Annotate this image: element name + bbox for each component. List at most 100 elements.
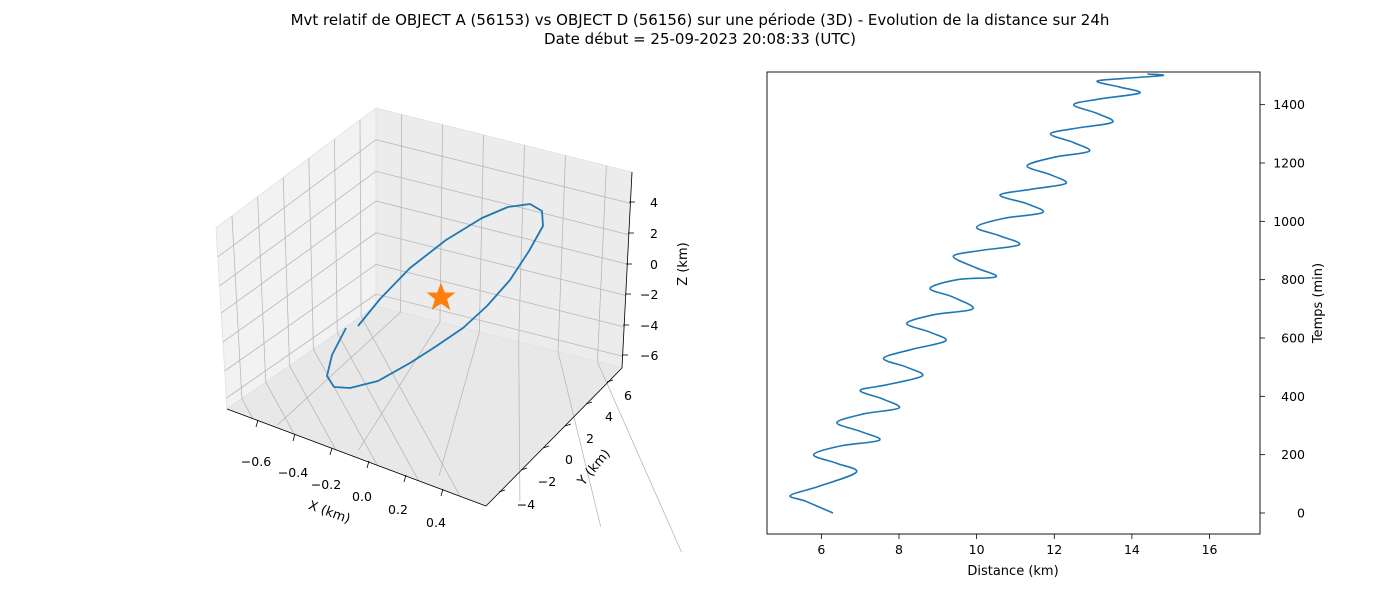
z-ticks-3d: −6 −4 −2 0 2 4 [622, 195, 658, 363]
y-tick-label: −2 [538, 474, 556, 489]
x-tick-label: 14 [1124, 542, 1140, 557]
grid-line [375, 232, 626, 296]
grid-line [226, 293, 377, 399]
y-tick-mark [520, 467, 528, 471]
grid-line [224, 264, 377, 372]
x-tick-label: −0.4 [278, 465, 308, 480]
grid-line [375, 264, 625, 328]
grid-line [518, 145, 525, 342]
grid-line [241, 398, 254, 419]
y-tick-mark [542, 445, 550, 449]
x-tick-label: 10 [969, 542, 985, 557]
grid-3d [217, 114, 682, 553]
grid-line [231, 215, 243, 399]
distance-series-line [789, 73, 1165, 514]
y-tick-label: 6 [624, 388, 632, 403]
grid-line [478, 134, 484, 333]
x-tick-label: 12 [1046, 542, 1062, 557]
y-tick-label: 800 [1281, 272, 1305, 287]
x-tick-mark [440, 488, 444, 497]
grid-line [357, 321, 441, 451]
y-tick-label: 4 [605, 409, 613, 424]
grid-line [360, 316, 461, 497]
y-axis-line [485, 367, 623, 507]
grid-line [375, 170, 629, 236]
y-tick-label: 0 [565, 452, 573, 467]
y-tick-label: 600 [1281, 331, 1305, 346]
grid-line [308, 158, 314, 350]
grid-line [282, 177, 290, 366]
z-tick-label: −2 [640, 287, 658, 302]
x-tick-label: 0.0 [352, 489, 372, 504]
z-tick-label: 4 [650, 195, 658, 210]
x-tick-mark [329, 447, 333, 456]
grid-line [597, 165, 607, 362]
z-axis-line [621, 171, 633, 369]
grid-line [222, 232, 377, 343]
grid-line [277, 311, 401, 426]
plot-area-2d [766, 71, 1261, 535]
y-ticks-3d: −4 −2 0 2 4 6 [498, 379, 632, 512]
x-ticks-3d: −0.6 −0.4 −0.2 0.0 0.2 0.4 [241, 419, 446, 530]
grid-line [375, 200, 628, 265]
trajectory-line [326, 203, 544, 389]
x-ticks-2d: 6 8 10 12 14 16 [817, 534, 1218, 557]
z-tick-label: −6 [640, 348, 658, 363]
grid-line [257, 196, 267, 383]
chart-3d: −0.6 −0.4 −0.2 0.0 0.2 0.4 X (km) −4 −2 … [215, 107, 691, 553]
grid-line [217, 139, 377, 258]
y-tick-mark [498, 489, 506, 493]
z-tick-label: 2 [650, 226, 658, 241]
x-tick-mark [255, 419, 259, 428]
grid-line [518, 341, 521, 502]
figure-title-line1: Mvt relatif de OBJECT A (56153) vs OBJEC… [291, 11, 1110, 29]
x-axis-label-2d: Distance (km) [967, 564, 1058, 579]
grid-line [220, 200, 377, 314]
x-tick-label: 0.4 [426, 515, 446, 530]
x-axis-label-3d: X (km) [306, 498, 352, 527]
y-tick-label: −4 [517, 497, 535, 512]
x-tick-label: 8 [895, 542, 903, 557]
z-tick-label: −4 [640, 318, 658, 333]
grid-line [438, 331, 480, 476]
x-tick-mark [366, 460, 370, 469]
grid-line [375, 293, 623, 357]
grid-line [313, 349, 378, 466]
grid-line [359, 119, 362, 317]
z-axis-label-3d: Z (km) [676, 242, 691, 285]
x-tick-label: −0.2 [311, 477, 341, 492]
grid-line [289, 365, 337, 450]
origin-star-marker [426, 282, 456, 311]
y-tick-label: 1400 [1273, 97, 1305, 112]
chart-2d: 6 8 10 12 14 16 0 200 400 600 800 1000 1200 1400 Dis… [766, 71, 1326, 579]
x-tick-mark [292, 433, 296, 442]
x-tick-label: 0.2 [388, 502, 408, 517]
grid-line [557, 155, 566, 352]
y-tick-mark [606, 379, 614, 383]
x-tick-label: −0.6 [241, 454, 271, 469]
y-axis-label-3d: Y (km) [574, 447, 613, 490]
y-ticks-2d: 0 200 400 600 800 1000 1200 1400 [1260, 97, 1305, 521]
y-tick-label: 200 [1281, 447, 1305, 462]
y-tick-label: 1000 [1273, 214, 1305, 229]
figure-title-line2: Date début = 25-09-2023 20:08:33 (UTC) [544, 30, 856, 48]
y-tick-label: 1200 [1273, 156, 1305, 171]
x-tick-label: 6 [817, 542, 825, 557]
y-tick-mark [585, 401, 593, 405]
y-axis-label-2d: Temps (min) [1311, 263, 1326, 344]
grid-line [375, 139, 631, 204]
y-tick-label: 400 [1281, 389, 1305, 404]
grid-line [334, 139, 338, 333]
grid-line [219, 171, 377, 287]
y-tick-mark [564, 423, 572, 427]
z-tick-label: 0 [650, 257, 658, 272]
grid-line [557, 351, 602, 527]
x-tick-label: 16 [1202, 542, 1218, 557]
grid-line [400, 114, 403, 313]
y-tick-label: 0 [1297, 506, 1305, 521]
grid-line [597, 361, 682, 553]
y-tick-label: 2 [586, 431, 594, 446]
x-tick-mark [403, 474, 407, 483]
grid-line [265, 382, 295, 435]
